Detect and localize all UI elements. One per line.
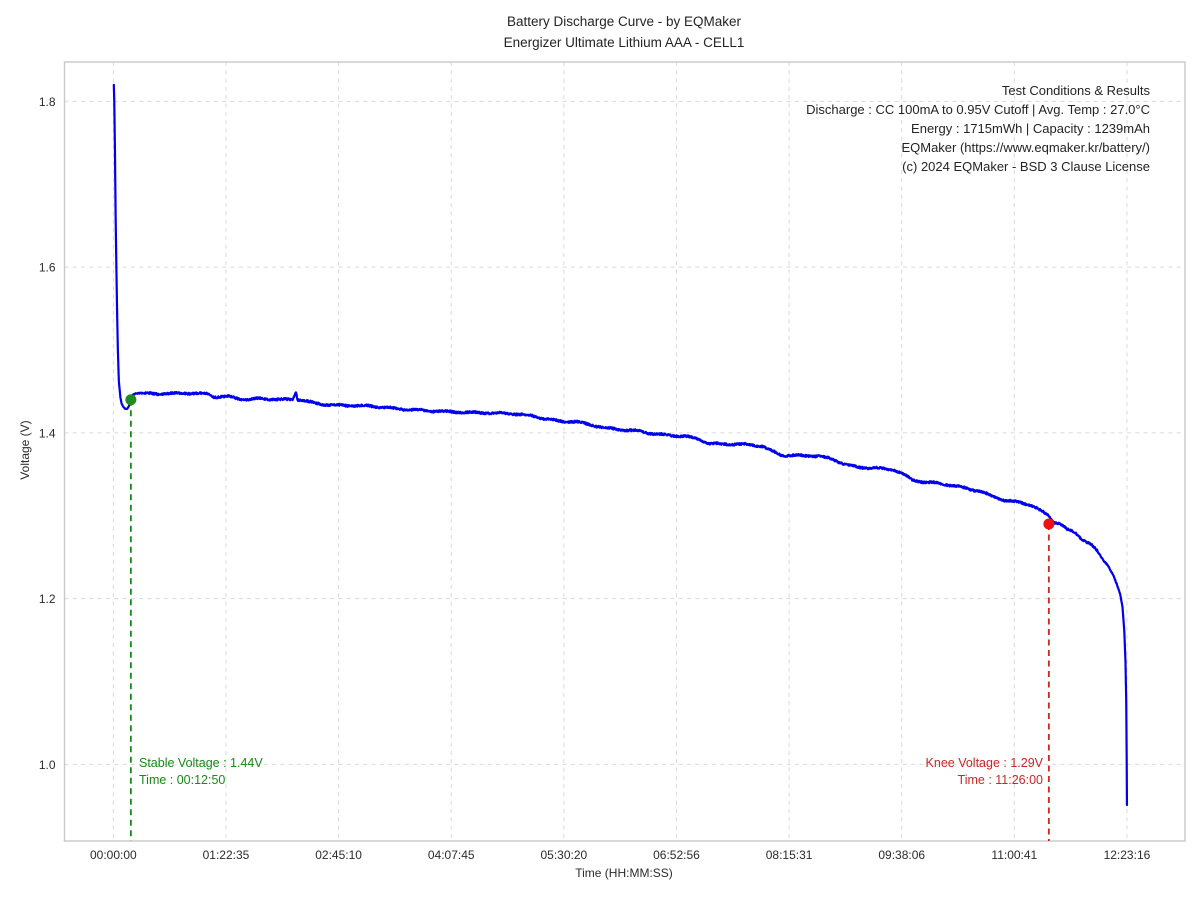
y-tick-label: 1.4 bbox=[39, 426, 56, 440]
discharge-curve bbox=[112, 83, 1129, 807]
info-line-heading: Test Conditions & Results bbox=[1001, 83, 1150, 98]
x-tick-label: 05:30:20 bbox=[540, 848, 587, 862]
info-line-license: (c) 2024 EQMaker - BSD 3 Clause License bbox=[902, 159, 1150, 174]
x-tick-label: 02:45:10 bbox=[315, 848, 362, 862]
stable-marker bbox=[125, 394, 137, 406]
knee-marker bbox=[1043, 518, 1055, 530]
chart-subtitle: Energizer Ultimate Lithium AAA - CELL1 bbox=[503, 35, 745, 50]
x-axis-label: Time (HH:MM:SS) bbox=[575, 866, 673, 880]
x-tick-label: 00:00:00 bbox=[90, 848, 137, 862]
info-line-discharge: Discharge : CC 100mA to 0.95V Cutoff | A… bbox=[806, 102, 1150, 117]
stable-voltage-annotation: Stable Voltage : 1.44V Time : 00:12:50 bbox=[139, 755, 263, 788]
y-axis-label: Voltage (V) bbox=[18, 420, 32, 480]
x-tick-label: 06:52:56 bbox=[653, 848, 700, 862]
x-tick-label: 04:07:45 bbox=[428, 848, 475, 862]
test-conditions-block: Test Conditions & Results Discharge : CC… bbox=[806, 81, 1150, 176]
plot-border bbox=[63, 61, 1186, 842]
chart-title-block: Battery Discharge Curve - by EQMaker Ene… bbox=[504, 11, 745, 53]
x-tick-label: 12:23:16 bbox=[1104, 848, 1151, 862]
y-tick-label: 1.6 bbox=[39, 261, 56, 275]
info-line-url: EQMaker (https://www.eqmaker.kr/battery/… bbox=[901, 140, 1150, 155]
knee-voltage-annotation-line2: Time : 11:26:00 bbox=[957, 772, 1043, 787]
x-tick-label: 08:15:31 bbox=[766, 848, 813, 862]
x-tick-label: 11:00:41 bbox=[991, 848, 1037, 862]
y-tick-label: 1.0 bbox=[39, 758, 56, 772]
x-tick-label: 09:38:06 bbox=[878, 848, 925, 862]
info-line-energy: Energy : 1715mWh | Capacity : 1239mAh bbox=[911, 121, 1150, 136]
stable-voltage-annotation-line2: Time : 00:12:50 bbox=[139, 772, 226, 787]
stable-voltage-annotation-line1: Stable Voltage : 1.44V bbox=[139, 756, 263, 770]
knee-voltage-annotation: Knee Voltage : 1.29V Time : 11:26:00 bbox=[926, 755, 1043, 788]
y-tick-label: 1.2 bbox=[39, 592, 56, 606]
chart-title: Battery Discharge Curve - by EQMaker bbox=[506, 14, 742, 29]
y-tick-label: 1.8 bbox=[39, 95, 56, 109]
x-tick-label: 01:22:35 bbox=[203, 848, 250, 862]
knee-voltage-annotation-line1: Knee Voltage : 1.29V bbox=[925, 756, 1043, 770]
